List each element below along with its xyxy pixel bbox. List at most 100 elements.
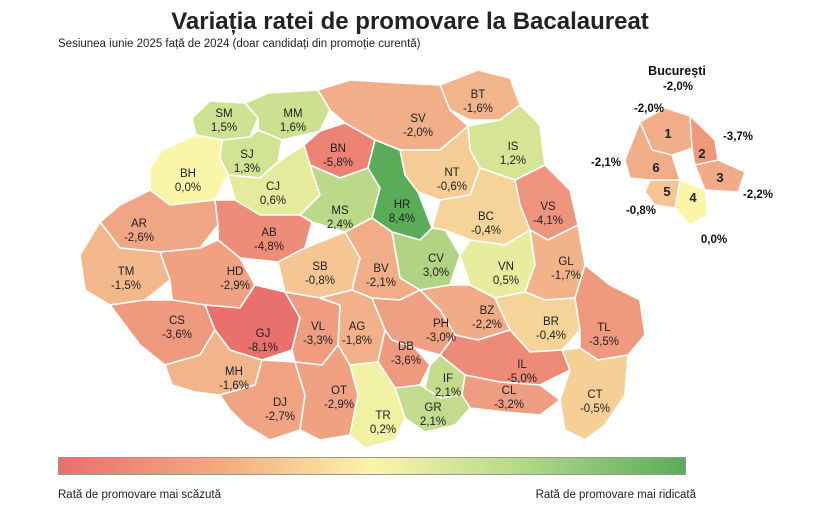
- county-value-sm: 1,5%: [211, 122, 237, 134]
- county-value-mm: 1,6%: [280, 122, 306, 134]
- legend-high-label: Rată de promovare mai ridicată: [535, 489, 696, 501]
- county-value-cs: -3,6%: [162, 329, 192, 341]
- county-code-bz: BZ: [480, 305, 495, 317]
- sector-number-4: 4: [689, 190, 697, 205]
- sector-6: [624, 120, 681, 181]
- sector-value-1: -2,0%: [634, 103, 664, 115]
- county-value-gr: 2,1%: [420, 416, 446, 428]
- bucharest-total: -2,0%: [663, 81, 693, 93]
- county-code-vl: VL: [311, 321, 326, 333]
- sector-number-2: 2: [698, 146, 705, 161]
- county-value-tl: -3,5%: [589, 336, 619, 348]
- county-value-ag: -1,8%: [342, 335, 372, 347]
- county-code-bv: BV: [373, 263, 389, 275]
- county-code-mm: MM: [283, 108, 302, 120]
- county-value-ph: -3,0%: [426, 332, 456, 344]
- county-value-ar: -2,6%: [124, 232, 154, 244]
- county-value-db: -3,6%: [391, 355, 421, 367]
- map-title: Variația ratei de promovare la Bacalaure…: [171, 8, 649, 35]
- county-value-if: 2,1%: [435, 387, 461, 399]
- county-value-mh: -1,6%: [219, 380, 249, 392]
- county-value-cl: -3,2%: [494, 399, 524, 411]
- county-value-nt: -0,6%: [437, 181, 467, 193]
- county-gl: [524, 224, 586, 301]
- county-code-tl: TL: [597, 322, 611, 334]
- county-value-il: -5,0%: [507, 373, 537, 385]
- county-code-dj: DJ: [273, 397, 287, 409]
- bucharest-title: București: [648, 64, 706, 78]
- county-code-bt: BT: [471, 89, 486, 101]
- county-code-ab: AB: [261, 227, 277, 239]
- county-code-cv: CV: [428, 253, 444, 265]
- county-value-hr: 8,4%: [389, 213, 415, 225]
- county-value-vl: -3,3%: [303, 335, 333, 347]
- county-value-bh: 0,0%: [175, 182, 201, 194]
- county-code-ot: OT: [331, 385, 347, 397]
- county-value-ab: -4,8%: [254, 241, 284, 253]
- romania-county-map: SM 1,5% MM 1,6% BT -1,6% SV -2,0% BN -5,8% SJ 1,3% I…: [79, 64, 773, 449]
- sector-number-6: 6: [652, 160, 659, 175]
- county-code-ct: CT: [587, 389, 602, 401]
- county-tr: [349, 361, 406, 449]
- sector-number-5: 5: [663, 184, 670, 199]
- county-code-sb: SB: [312, 261, 328, 273]
- county-code-gj: GJ: [256, 328, 271, 340]
- county-code-sm: SM: [215, 108, 232, 120]
- county-code-bh: BH: [180, 168, 196, 180]
- county-value-vs: -4,1%: [533, 215, 563, 227]
- county-value-cj: 0,6%: [260, 195, 286, 207]
- sector-number-1: 1: [664, 126, 671, 141]
- county-code-if: IF: [443, 373, 453, 385]
- county-code-br: BR: [543, 316, 559, 328]
- county-code-bn: BN: [330, 143, 346, 155]
- county-code-gr: GR: [424, 402, 441, 414]
- county-tl: [574, 264, 646, 361]
- county-code-cj: CJ: [266, 181, 280, 193]
- county-value-sj: 1,3%: [234, 163, 260, 175]
- county-code-cl: CL: [502, 385, 517, 397]
- county-value-gj: -8,1%: [248, 342, 278, 354]
- county-value-vn: 0,5%: [493, 275, 519, 287]
- county-code-vn: VN: [498, 261, 514, 273]
- county-code-nt: NT: [444, 167, 459, 179]
- county-value-cv: 3,0%: [423, 267, 449, 279]
- county-value-sv: -2,0%: [403, 127, 433, 139]
- county-value-ms: 2,4%: [327, 219, 353, 231]
- county-value-bn: -5,8%: [323, 157, 353, 169]
- sector-value-6: -2,1%: [591, 157, 621, 169]
- county-code-sj: SJ: [240, 149, 253, 161]
- county-code-ar: AR: [131, 218, 147, 230]
- sector-value-3: -2,2%: [743, 189, 773, 201]
- county-value-bz: -2,2%: [472, 319, 502, 331]
- county-value-tm: -1,5%: [111, 280, 141, 292]
- county-value-bc: -0,4%: [471, 225, 501, 237]
- sector-number-3: 3: [716, 170, 723, 185]
- county-code-is: IS: [508, 141, 519, 153]
- county-value-tr: 0,2%: [370, 424, 396, 436]
- map-subtitle: Sesiunea iunie 2025 față de 2024 (doar c…: [58, 38, 421, 50]
- county-value-br: -0,4%: [536, 330, 566, 342]
- sector-value-5: -0,8%: [626, 205, 656, 217]
- county-value-dj: -2,7%: [265, 411, 295, 423]
- county-value-bt: -1,6%: [463, 103, 493, 115]
- county-code-sv: SV: [410, 113, 426, 125]
- county-code-hr: HR: [394, 199, 411, 211]
- sector-value-4: 0,0%: [701, 234, 727, 246]
- county-code-cs: CS: [169, 315, 185, 327]
- county-value-gl: -1,7%: [551, 270, 581, 282]
- county-code-gl: GL: [558, 256, 574, 268]
- bucharest-inset: București -2,0% 1-2,0%2-3,7%3-2,2%40,0%5…: [591, 64, 773, 246]
- county-code-db: DB: [398, 341, 414, 353]
- county-code-tm: TM: [118, 266, 135, 278]
- county-code-ag: AG: [349, 321, 366, 333]
- county-code-ms: MS: [331, 205, 349, 217]
- county-ct: [559, 347, 629, 441]
- county-value-is: 1,2%: [500, 155, 526, 167]
- county-code-mh: MH: [225, 366, 243, 378]
- color-scale-bar: [58, 457, 686, 475]
- county-code-il: IL: [517, 359, 527, 371]
- county-value-hd: -2,9%: [220, 280, 250, 292]
- sector-value-2: -3,7%: [723, 131, 753, 143]
- county-code-ph: PH: [433, 318, 449, 330]
- county-code-bc: BC: [478, 211, 494, 223]
